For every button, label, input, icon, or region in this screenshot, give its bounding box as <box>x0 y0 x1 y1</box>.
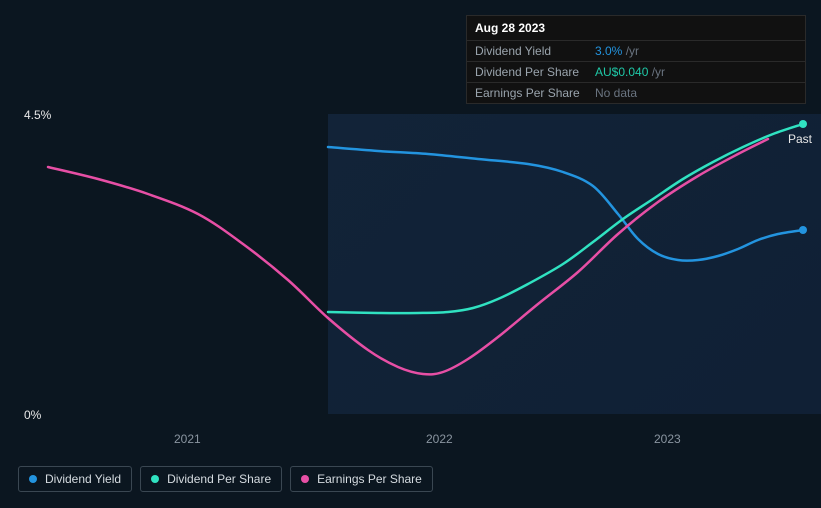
legend-label: Earnings Per Share <box>317 472 422 486</box>
legend: Dividend Yield Dividend Per Share Earnin… <box>18 466 433 492</box>
tooltip-label: Dividend Yield <box>475 44 595 58</box>
tooltip-date: Aug 28 2023 <box>467 16 805 41</box>
legend-item-dividend-per-share[interactable]: Dividend Per Share <box>140 466 282 492</box>
tooltip-row-dividend-per-share: Dividend Per Share AU$0.040 /yr <box>467 62 805 83</box>
y-axis-label-min: 0% <box>24 408 41 422</box>
tooltip-label: Earnings Per Share <box>475 86 595 100</box>
y-axis-label-max: 4.5% <box>24 108 51 122</box>
x-axis-label-2022: 2022 <box>426 432 453 446</box>
legend-item-dividend-yield[interactable]: Dividend Yield <box>18 466 132 492</box>
x-axis-label-2023: 2023 <box>654 432 681 446</box>
legend-label: Dividend Yield <box>45 472 121 486</box>
tooltip-row-dividend-yield: Dividend Yield 3.0% /yr <box>467 41 805 62</box>
circle-icon <box>301 475 309 483</box>
circle-icon <box>29 475 37 483</box>
tooltip-label: Dividend Per Share <box>475 65 595 79</box>
chart-lines-svg <box>18 114 803 414</box>
tooltip-value: 3.0% <box>595 44 622 58</box>
past-label: Past <box>788 132 812 146</box>
chart-tooltip: Aug 28 2023 Dividend Yield 3.0% /yr Divi… <box>466 15 806 104</box>
legend-item-earnings-per-share[interactable]: Earnings Per Share <box>290 466 433 492</box>
tooltip-value: No data <box>595 86 637 100</box>
tooltip-suffix: /yr <box>652 65 665 79</box>
legend-label: Dividend Per Share <box>167 472 271 486</box>
tooltip-value: AU$0.040 <box>595 65 648 79</box>
x-axis-label-2021: 2021 <box>174 432 201 446</box>
tooltip-row-earnings-per-share: Earnings Per Share No data <box>467 83 805 103</box>
tooltip-suffix: /yr <box>626 44 639 58</box>
plot-area <box>18 114 803 414</box>
circle-icon <box>151 475 159 483</box>
